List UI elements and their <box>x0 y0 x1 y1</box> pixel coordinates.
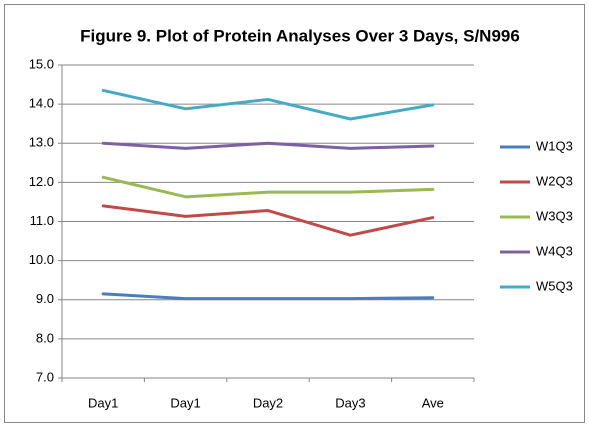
y-tick-label: 10.0 <box>29 252 54 267</box>
y-tick-label: 11.0 <box>30 213 54 228</box>
x-tick-label: Day2 <box>253 395 283 410</box>
y-tick-label: 8.0 <box>36 330 54 345</box>
legend-label: W5Q3 <box>536 278 573 293</box>
y-tick-label: 9.0 <box>36 291 54 306</box>
x-tick-label: Ave <box>422 395 444 410</box>
x-tick-label: Day1 <box>88 395 118 410</box>
y-tick-label: 14.0 <box>29 96 54 111</box>
legend-label: W3Q3 <box>536 208 573 223</box>
legend-label: W2Q3 <box>536 173 573 188</box>
series-line <box>101 141 435 150</box>
y-tick-label: 15.0 <box>29 56 54 71</box>
chart-border <box>4 4 585 423</box>
series-line <box>101 292 435 301</box>
y-tick-label: 7.0 <box>36 369 54 384</box>
chart-title: Figure 9. Plot of Protein Analyses Over … <box>80 26 520 45</box>
x-tick-label: Day3 <box>335 395 365 410</box>
series-line <box>101 204 435 237</box>
y-tick-label: 13.0 <box>29 135 54 150</box>
series-line <box>101 88 435 121</box>
y-tick-label: 12.0 <box>29 174 54 189</box>
legend-label: W4Q3 <box>536 243 573 258</box>
legend-label: W1Q3 <box>536 138 573 153</box>
x-tick-label: Day1 <box>170 395 200 410</box>
series-line <box>101 175 435 199</box>
